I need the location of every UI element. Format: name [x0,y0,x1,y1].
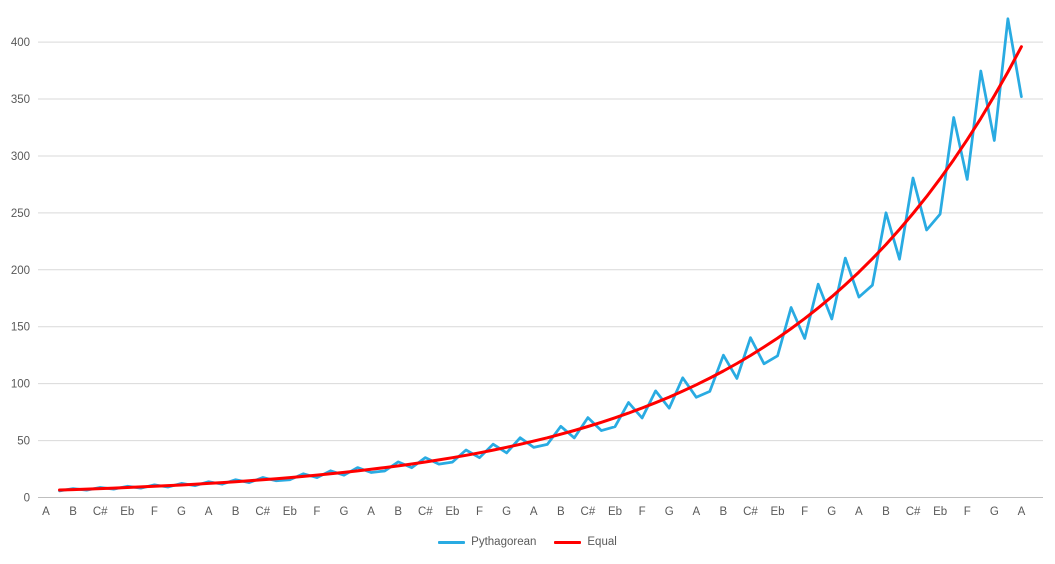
x-axis-note-label: A [1018,506,1026,518]
x-axis-note-label: B [232,506,240,518]
legend-item-equal[interactable]: Equal [554,536,617,548]
x-axis-note-label: F [313,506,320,518]
x-axis-note-label: Eb [445,506,459,518]
y-axis-tick-label: 0 [24,493,30,505]
x-axis-note-label: C# [581,506,596,518]
legend-item-pythagorean[interactable]: Pythagorean [438,536,536,548]
x-axis-note-label: G [665,506,674,518]
x-axis-note-label: B [394,506,402,518]
x-axis-note-label: F [476,506,483,518]
x-axis-note-label: B [69,506,77,518]
legend-label-pythagorean: Pythagorean [471,536,537,548]
x-axis-note-label: C# [906,506,921,518]
x-axis-note-label: B [557,506,565,518]
x-axis-note-label: A [692,506,700,518]
x-axis-note-label: Eb [771,506,785,518]
legend-label-equal: Equal [587,536,617,548]
x-axis-note-label: F [964,506,971,518]
y-axis-tick-label: 200 [11,265,30,277]
y-axis-tick-label: 100 [11,379,30,391]
y-axis-tick-label: 350 [11,94,30,106]
x-axis-note-label: F [801,506,808,518]
x-axis-note-label: A [530,506,538,518]
x-axis-note-label: Eb [283,506,297,518]
x-axis-note-label: A [42,506,50,518]
x-axis-note-label: C# [743,506,758,518]
y-axis-tick-label: 300 [11,151,30,163]
x-axis-note-label: F [639,506,646,518]
x-axis-note-label: A [205,506,213,518]
x-axis-note-label: G [502,506,511,518]
x-axis-note-label: G [827,506,836,518]
x-axis-note-label: A [367,506,375,518]
x-axis-note-label: A [855,506,863,518]
equal-line-swatch-icon [554,540,582,544]
x-axis-note-label: B [720,506,728,518]
x-axis-note-label: Eb [933,506,947,518]
x-axis-note-label: Eb [120,506,134,518]
y-axis-tick-label: 50 [17,436,30,448]
x-axis-note-label: G [340,506,349,518]
series-line-equal[interactable] [58,45,1023,492]
y-axis-tick-label: 400 [11,37,30,49]
x-axis-note-label: C# [418,506,433,518]
x-axis-note-label: C# [93,506,108,518]
y-axis-tick-label: 250 [11,208,30,220]
pythagorean-line-swatch-icon [438,540,466,544]
x-axis-note-label: Eb [608,506,622,518]
x-axis-note-label: G [990,506,999,518]
legend: Pythagorean Equal [0,536,1055,548]
x-axis-note-label: G [177,506,186,518]
y-axis-tick-label: 150 [11,322,30,334]
x-axis-note-label: B [882,506,890,518]
x-axis-note-label: C# [255,506,270,518]
x-axis-note-label: F [151,506,158,518]
